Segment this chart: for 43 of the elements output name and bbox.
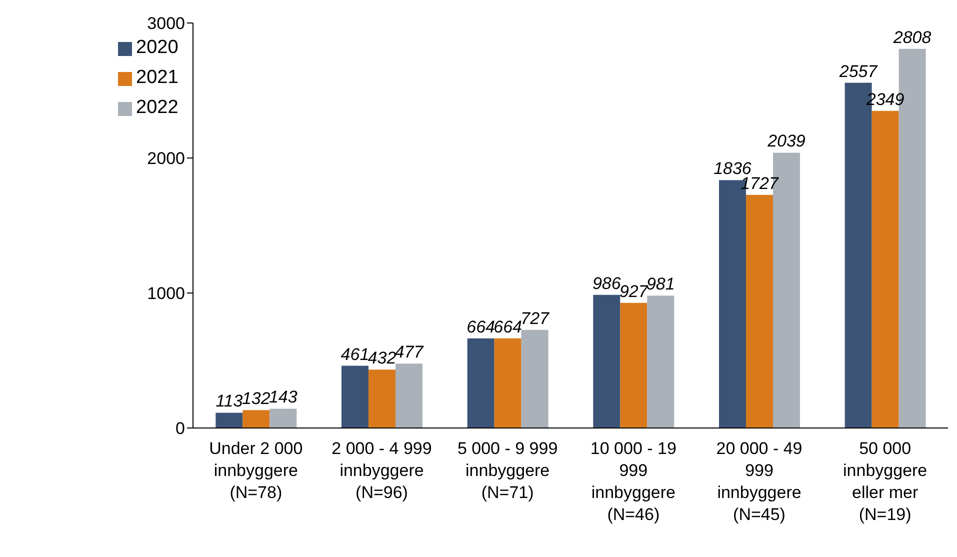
data-label: 2808 <box>892 28 932 47</box>
y-tick-label: 1000 <box>147 284 185 304</box>
x-tick-label: Under 2 000 innbyggere (N=78) <box>209 439 303 502</box>
x-tick-label: 50 000 innbyggere eller mer (N=19) <box>843 439 928 524</box>
y-tick-label: 2000 <box>147 149 185 168</box>
data-label: 432 <box>368 348 397 368</box>
bar <box>242 410 270 428</box>
bar <box>368 370 396 428</box>
data-label: 132 <box>242 389 271 408</box>
bar <box>494 338 522 428</box>
bar <box>593 294 620 428</box>
bar <box>270 408 297 428</box>
bar <box>395 364 422 428</box>
bar <box>872 110 899 428</box>
legend-label: 2021 <box>136 67 178 88</box>
data-label: 927 <box>619 282 648 301</box>
bar <box>341 366 368 428</box>
legend-label: 2020 <box>136 37 178 58</box>
y-tick-label: 3000 <box>147 14 185 34</box>
x-tick-label: 20 000 - 49 999 innbyggere (N=45) <box>716 439 802 524</box>
data-label: 981 <box>646 274 675 294</box>
data-label: 113 <box>216 392 244 411</box>
y-tick-label: 0 <box>176 419 185 438</box>
bar <box>620 302 648 428</box>
x-tick-label: 5 000 - 9 999 innbyggere (N=71) <box>457 439 558 502</box>
data-label: 143 <box>268 388 298 407</box>
bar <box>746 194 773 428</box>
data-label: 664 <box>466 317 496 336</box>
data-label: 461 <box>340 344 370 364</box>
data-label: 2039 <box>766 132 806 151</box>
bar <box>216 412 243 428</box>
data-label: 477 <box>394 342 424 362</box>
bar <box>521 330 548 428</box>
bar <box>647 296 674 428</box>
data-label: 986 <box>592 274 622 293</box>
data-label: 2557 <box>838 62 878 81</box>
data-label: 1836 <box>714 159 752 178</box>
data-label: 664 <box>494 317 522 336</box>
x-tick-label: 10 000 - 19 999 innbyggere (N=46) <box>590 439 676 524</box>
x-tick-label: 2 000 - 4 999 innbyggere (N=96) <box>332 439 432 502</box>
data-label: 727 <box>520 308 550 328</box>
bar <box>467 338 494 428</box>
legend-label: 2022 <box>136 97 178 118</box>
